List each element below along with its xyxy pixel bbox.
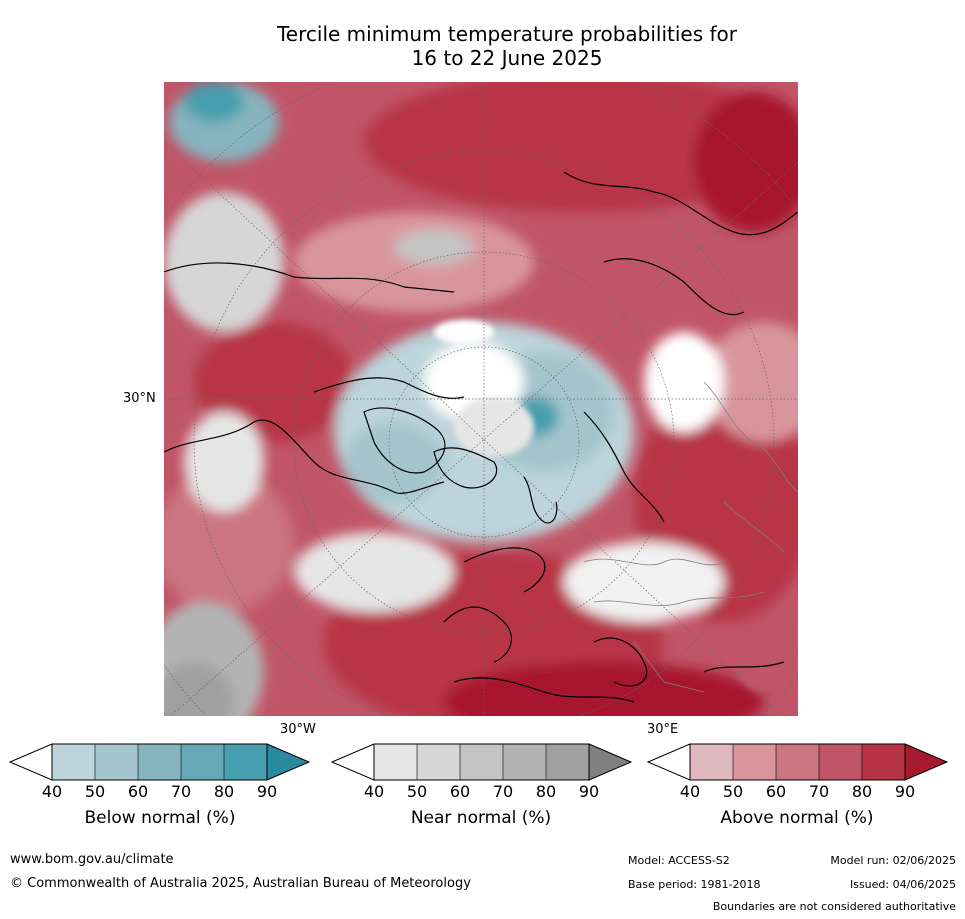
above-region-pacific bbox=[194, 322, 354, 442]
tick-label: 50 bbox=[84, 782, 106, 801]
tick-label: 80 bbox=[535, 782, 557, 801]
tick-label: 40 bbox=[679, 782, 701, 801]
probability-map[interactable] bbox=[164, 82, 798, 716]
tick-label: 60 bbox=[127, 782, 149, 801]
base-period: Base period: 1981-2018 bbox=[628, 878, 761, 891]
tick-label: 80 bbox=[851, 782, 873, 801]
tick-label: 40 bbox=[41, 782, 63, 801]
tick-label: 70 bbox=[808, 782, 830, 801]
tick-label: 70 bbox=[170, 782, 192, 801]
above-region-mediterranean bbox=[444, 662, 764, 716]
model-name: Model: ACCESS-S2 bbox=[628, 854, 730, 867]
country-borders bbox=[583, 381, 798, 693]
tick-label: 90 bbox=[256, 782, 278, 801]
issued-date: Issued: 04/06/2025 bbox=[849, 878, 956, 891]
tick-label: 60 bbox=[765, 782, 787, 801]
tick-label: 90 bbox=[578, 782, 600, 801]
tick-label: 60 bbox=[449, 782, 471, 801]
colorbar-above-label: Above normal (%) bbox=[720, 808, 874, 828]
colorbar-near-normal bbox=[331, 743, 633, 781]
latitude-label-30n: 30°N bbox=[123, 391, 156, 406]
longitude-label-30e: 30°E bbox=[647, 722, 679, 737]
tick-label: 40 bbox=[363, 782, 385, 801]
coastlines bbox=[164, 171, 798, 703]
tick-label: 50 bbox=[722, 782, 744, 801]
tick-label: 70 bbox=[492, 782, 514, 801]
title-line-2: 16 to 22 June 2025 bbox=[411, 46, 603, 70]
title-line-1: Tercile minimum temperature probabilitie… bbox=[276, 22, 738, 46]
tick-label: 90 bbox=[894, 782, 916, 801]
above-region-north bbox=[364, 82, 798, 212]
tick-label: 80 bbox=[213, 782, 235, 801]
map-canvas bbox=[164, 82, 798, 716]
copyright-text: © Commonwealth of Australia 2025, Austra… bbox=[10, 876, 471, 891]
colorbar-above-normal bbox=[647, 743, 949, 781]
source-url[interactable]: www.bom.gov.au/climate bbox=[10, 852, 174, 867]
colorbar-near-label: Near normal (%) bbox=[410, 808, 552, 828]
model-run-date: Model run: 02/06/2025 bbox=[830, 854, 956, 867]
chart-title: Tercile minimum temperature probabilitie… bbox=[165, 22, 849, 70]
longitude-label-30w: 30°W bbox=[280, 722, 316, 737]
boundaries-disclaimer: Boundaries are not considered authoritat… bbox=[712, 900, 956, 913]
tick-label: 50 bbox=[406, 782, 428, 801]
colorbar-below-normal bbox=[9, 743, 311, 781]
colorbar-below-label: Below normal (%) bbox=[84, 808, 236, 828]
near-region-west bbox=[164, 192, 284, 332]
